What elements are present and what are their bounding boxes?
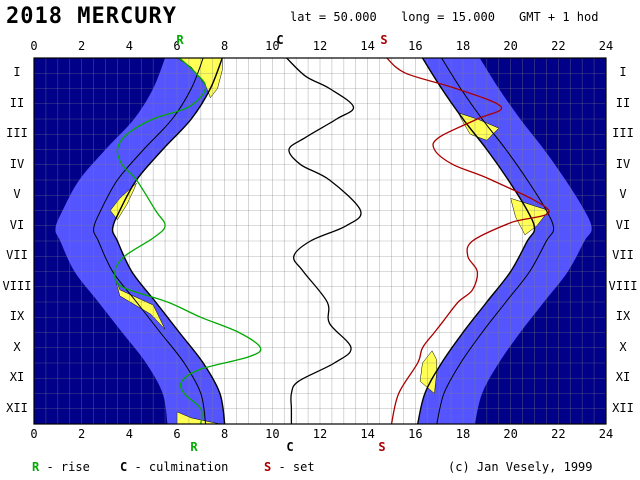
left-month-label: III bbox=[6, 126, 28, 141]
bottom-hour-tick: 24 bbox=[598, 427, 614, 441]
bottom-hour-tick: 22 bbox=[551, 427, 566, 441]
legend-set: S - set bbox=[264, 460, 315, 474]
legend-set-text: - set bbox=[278, 460, 315, 474]
left-month-label: XII bbox=[6, 400, 28, 415]
set-curve bbox=[386, 57, 550, 425]
plot-frame bbox=[33, 57, 607, 425]
top-hour-tick: 12 bbox=[312, 39, 328, 53]
rise-curve bbox=[114, 57, 262, 425]
legend-rise-key: R bbox=[32, 460, 40, 474]
bottom-hour-tick: 2 bbox=[78, 427, 86, 441]
right-month-label: III bbox=[612, 126, 634, 141]
latitude-label: lat = 50.000 bbox=[290, 10, 377, 24]
bottom-hour-tick: 4 bbox=[125, 427, 133, 441]
bottom-hour-tick: 10 bbox=[265, 427, 280, 441]
right-month-label: VIII bbox=[608, 278, 638, 293]
timezone-label: GMT + 1 hod bbox=[519, 10, 599, 24]
bottom-hour-tick: 12 bbox=[312, 427, 328, 441]
legend-rise-text: - rise bbox=[46, 460, 90, 474]
right-month-label: II bbox=[615, 95, 631, 110]
left-month-label: II bbox=[9, 95, 25, 110]
legend-set-key: S bbox=[264, 460, 272, 474]
top-hour-tick: 0 bbox=[30, 39, 38, 53]
legend-rise: R - rise bbox=[32, 460, 90, 474]
bottom-hour-tick: 14 bbox=[360, 427, 375, 441]
rise-marker-bottom: R bbox=[190, 440, 198, 454]
left-month-label: VII bbox=[6, 248, 28, 263]
top-hour-tick: 24 bbox=[598, 39, 614, 53]
chart-title: 2018 MERCURY bbox=[6, 4, 177, 29]
bottom-hour-tick: 16 bbox=[408, 427, 423, 441]
right-month-label: VI bbox=[615, 217, 631, 232]
top-hour-tick: 14 bbox=[360, 39, 375, 53]
top-hour-tick: 20 bbox=[503, 39, 518, 53]
longitude-label: long = 15.000 bbox=[401, 10, 495, 24]
bottom-hour-tick: 0 bbox=[30, 427, 38, 441]
left-month-label: XI bbox=[9, 370, 25, 385]
right-month-label: I bbox=[619, 65, 627, 80]
bottom-hour-tick: 6 bbox=[173, 427, 181, 441]
top-hour-tick: 4 bbox=[125, 39, 133, 53]
top-hour-tick: 6 bbox=[173, 39, 181, 53]
legend-culmination: C - culmination bbox=[120, 460, 228, 474]
culmination-marker-top: C bbox=[276, 33, 284, 47]
top-hour-tick: 10 bbox=[265, 39, 280, 53]
right-month-label: VII bbox=[612, 248, 634, 263]
right-month-label: IX bbox=[615, 309, 631, 324]
sunset-curve bbox=[417, 57, 536, 425]
set-marker-top: S bbox=[380, 33, 388, 47]
credit-text: (c) Jan Vesely, 1999 bbox=[448, 460, 593, 474]
legend-culmination-key: C bbox=[120, 460, 128, 474]
left-month-label: V bbox=[13, 187, 21, 202]
top-hour-tick: 18 bbox=[455, 39, 471, 53]
top-hour-tick: 16 bbox=[408, 39, 423, 53]
civil-dusk-curve bbox=[436, 57, 555, 425]
right-month-label: XI bbox=[615, 370, 631, 385]
right-month-label: IV bbox=[615, 156, 631, 171]
top-hour-tick: 22 bbox=[551, 39, 566, 53]
right-month-label: V bbox=[619, 187, 627, 202]
left-month-label: I bbox=[13, 65, 21, 80]
culmination-marker-bottom: C bbox=[286, 440, 294, 454]
bottom-hour-tick: 20 bbox=[503, 427, 518, 441]
left-month-label: X bbox=[13, 339, 21, 354]
left-month-label: VI bbox=[9, 217, 25, 232]
top-hour-tick: 2 bbox=[78, 39, 86, 53]
set-marker-bottom: S bbox=[378, 440, 386, 454]
left-month-label: IV bbox=[9, 156, 25, 171]
bottom-hour-tick: 8 bbox=[221, 427, 229, 441]
culmination-curve bbox=[286, 57, 362, 424]
right-month-label: XII bbox=[612, 400, 634, 415]
civil-dawn-curve bbox=[93, 57, 207, 425]
legend-culmination-text: - culmination bbox=[134, 460, 229, 474]
top-hour-tick: 8 bbox=[221, 39, 229, 53]
sunrise-curve bbox=[111, 57, 226, 425]
left-month-label: VIII bbox=[2, 278, 32, 293]
bottom-hour-tick: 18 bbox=[455, 427, 471, 441]
right-month-label: X bbox=[619, 339, 627, 354]
rise-marker-top: R bbox=[176, 33, 184, 47]
left-month-label: IX bbox=[9, 309, 25, 324]
